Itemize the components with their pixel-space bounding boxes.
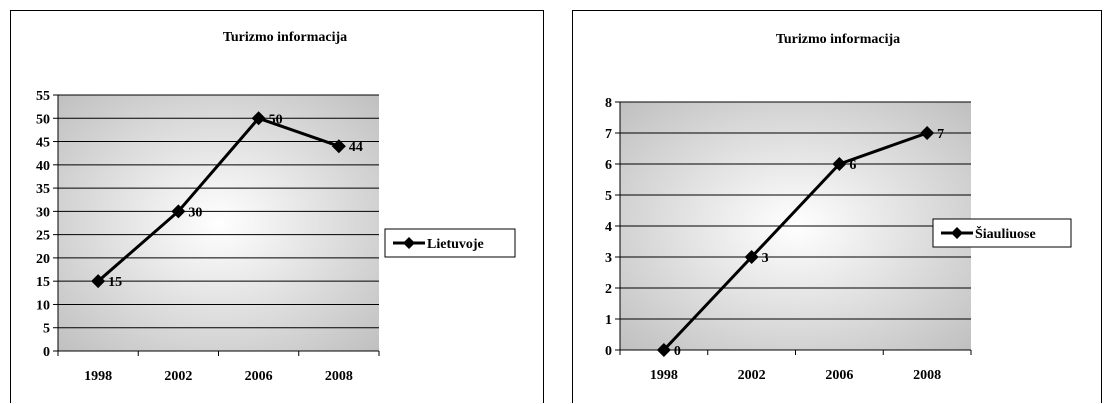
y-tick-label: 25 — [36, 229, 50, 244]
x-tick-label: 2008 — [325, 369, 353, 384]
legend: Šiauliuose — [932, 218, 1072, 248]
x-tick-label: 1998 — [650, 368, 678, 383]
data-label: 0 — [674, 344, 681, 359]
y-tick-label: 2 — [605, 282, 612, 297]
y-tick-label: 20 — [36, 252, 50, 267]
y-tick-label: 35 — [36, 182, 50, 197]
y-tick-label: 50 — [36, 112, 50, 127]
y-tick-label: 5 — [605, 189, 612, 204]
x-tick-label: 1998 — [84, 369, 112, 384]
data-point — [744, 250, 759, 264]
data-label: 7 — [937, 127, 944, 142]
y-tick-label: 1 — [605, 313, 612, 328]
data-point — [91, 274, 106, 289]
x-tick-label: 2006 — [825, 368, 853, 383]
chart-siauliuose: Turizmo informacija 0 1 2 3 4 5 6 7 8 1998 2002 2006… — [572, 10, 1102, 403]
data-label: 44 — [349, 140, 363, 155]
data-point — [331, 139, 346, 154]
chart-lietuvoje: Turizmo informacija 0 5 10 15 20 25 30 35 40 45 50 5… — [10, 10, 544, 403]
data-label: 15 — [108, 275, 122, 290]
x-tick-label: 2002 — [738, 368, 766, 383]
legend-marker — [403, 237, 415, 249]
data-label: 30 — [188, 205, 202, 220]
y-tick-label: 15 — [36, 275, 50, 290]
x-tick-label: 2008 — [913, 368, 941, 383]
y-tick-label: 8 — [605, 96, 612, 111]
y-tick-label: 40 — [36, 159, 50, 174]
data-label: 6 — [849, 158, 856, 173]
chart-title: Turizmo informacija — [776, 32, 900, 47]
y-tick-label: 55 — [36, 89, 50, 104]
legend-label: Šiauliuose — [975, 225, 1036, 242]
y-tick-label: 30 — [36, 205, 50, 220]
y-tick-label: 0 — [605, 344, 612, 359]
x-tick-label: 2002 — [164, 369, 192, 384]
chart-title: Turizmo informacija — [223, 30, 347, 45]
data-point — [171, 204, 186, 219]
x-tick-label: 2006 — [245, 369, 273, 384]
y-tick-label: 0 — [43, 345, 50, 360]
legend: Lietuvoje — [384, 228, 516, 258]
legend-marker — [951, 227, 963, 239]
y-tick-label: 45 — [36, 136, 50, 151]
data-point — [832, 157, 847, 171]
data-point — [656, 343, 671, 357]
data-label: 50 — [269, 112, 283, 127]
legend-label: Lietuvoje — [427, 237, 484, 252]
data-point — [920, 126, 935, 140]
plot-area — [58, 95, 379, 351]
data-label: 3 — [762, 251, 769, 266]
chart-siauliuose-svg: Turizmo informacija 0 1 2 3 4 5 6 7 8 1998 2002 2006… — [605, 32, 1072, 383]
chart-lietuvoje-svg: Turizmo informacija 0 5 10 15 20 25 30 35 40 45 50 5… — [36, 30, 516, 384]
data-point — [251, 111, 266, 126]
series-line — [662, 131, 928, 352]
y-tick-label: 5 — [43, 322, 50, 337]
y-tick-label: 4 — [605, 220, 612, 235]
y-tick-label: 7 — [605, 127, 612, 142]
y-tick-label: 3 — [605, 251, 612, 266]
series-line — [97, 116, 340, 283]
y-tick-label: 6 — [605, 158, 612, 173]
y-tick-label: 10 — [36, 298, 50, 313]
